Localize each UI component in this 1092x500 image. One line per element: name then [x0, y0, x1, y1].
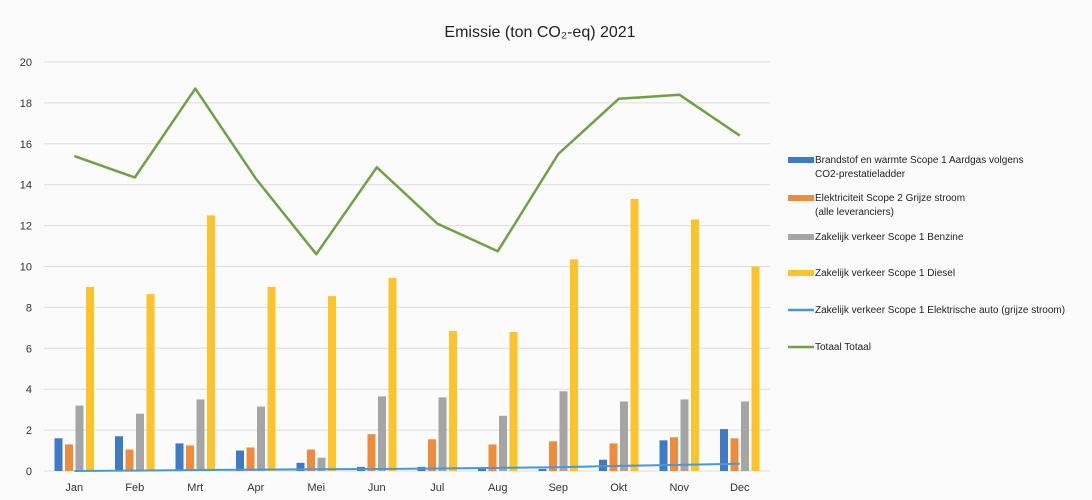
series-line [74, 462, 740, 472]
x-tick-label: Nov [669, 482, 689, 494]
bar [136, 413, 144, 471]
x-tick-label: Mrt [187, 482, 203, 494]
bar [559, 391, 568, 471]
bar [146, 294, 155, 471]
legend-item: Zakelijk verkeer Scope 1 Benzine [788, 232, 964, 243]
y-tick-label: 14 [20, 180, 32, 192]
bar [449, 330, 457, 471]
bar [378, 396, 386, 471]
bar [296, 462, 305, 471]
bar [115, 436, 123, 471]
series-line [73, 87, 741, 256]
legend-swatch [788, 157, 814, 163]
bar [478, 468, 486, 471]
bar [659, 440, 668, 471]
bar [307, 449, 315, 471]
bar [741, 401, 749, 471]
legend-label: Totaal Totaal [815, 342, 871, 353]
legend-swatch [788, 195, 814, 201]
bar [367, 434, 376, 471]
x-tick-label: Sep [548, 482, 568, 494]
bar [54, 438, 63, 471]
bar-series-group [54, 199, 760, 471]
legend-item: Zakelijk verkeer Scope 1 Diesel [788, 268, 955, 279]
y-tick-label: 8 [26, 302, 32, 314]
legend-item: Brandstof en warmte Scope 1 Aardgas volg… [788, 155, 1023, 180]
x-tick-label: Okt [610, 482, 627, 494]
legend-label: CO2-prestatieladder [815, 169, 906, 180]
bar [86, 286, 94, 471]
x-tick-label: Jun [368, 482, 386, 494]
bar [570, 259, 578, 471]
y-tick-label: 16 [20, 139, 32, 151]
bar [620, 401, 628, 471]
y-tick-label: 12 [20, 221, 32, 233]
bar [751, 266, 760, 471]
bar [246, 447, 255, 471]
bar [317, 457, 326, 471]
bar [680, 399, 689, 471]
bar [730, 438, 739, 471]
bar [328, 296, 336, 471]
y-tick-label: 20 [20, 57, 32, 69]
gridlines [44, 61, 770, 472]
bar [630, 199, 639, 471]
bar [428, 439, 436, 471]
bar [438, 397, 447, 471]
x-tick-label: Feb [125, 482, 144, 494]
chart-title: Emissie (ton CO₂-eq) 2021 [444, 24, 635, 41]
y-tick-label: 0 [26, 466, 32, 478]
x-tick-label: Dec [730, 482, 750, 494]
legend-swatch [788, 270, 814, 276]
legend-item: Elektriciteit Scope 2 Grijze stroom (alle… [788, 193, 965, 218]
bar [509, 331, 518, 471]
legend-label: Zakelijk verkeer Scope 1 Diesel [815, 268, 955, 279]
x-tick-label: Jul [430, 482, 444, 494]
y-tick-label: 18 [20, 98, 32, 110]
legend-item: Totaal Totaal [788, 342, 871, 353]
bar [236, 450, 244, 471]
y-tick-label: 10 [20, 262, 32, 274]
bar [720, 429, 728, 471]
bar [670, 437, 678, 471]
bar [75, 405, 84, 471]
bar [388, 277, 397, 471]
line-series-group [73, 87, 741, 472]
x-tick-label: Mei [307, 482, 325, 494]
y-tick-label: 4 [26, 384, 32, 396]
legend-item: Zakelijk verkeer Scope 1 Elektrische aut… [788, 305, 1065, 316]
bar [267, 286, 276, 471]
x-tick-label: Jan [65, 482, 83, 494]
x-axis-ticks: Jan Feb Mrt Apr Mei Jun Jul Aug Sep Okt Nov Dec [65, 482, 750, 494]
legend-label: Brandstof en warmte Scope 1 Aardgas volg… [815, 155, 1023, 166]
bar [691, 219, 699, 471]
bar [196, 399, 205, 471]
x-tick-label: Apr [247, 482, 264, 494]
legend-swatch [788, 234, 814, 240]
legend-label: (alle leveranciers) [815, 207, 894, 218]
bar [549, 441, 557, 471]
bar [609, 443, 618, 471]
legend-label: Elektriciteit Scope 2 Grijze stroom [815, 193, 965, 204]
y-tick-label: 2 [26, 425, 32, 437]
y-axis-ticks: 0 2 4 6 8 10 12 14 16 18 20 [20, 57, 32, 478]
y-tick-label: 6 [26, 343, 32, 355]
bar [175, 443, 184, 471]
legend-label: Zakelijk verkeer Scope 1 Benzine [815, 232, 964, 243]
legend: Brandstof en warmte Scope 1 Aardgas volg… [788, 155, 1065, 353]
x-tick-label: Aug [488, 482, 508, 494]
bar [488, 444, 497, 471]
bar [125, 449, 134, 471]
bar [538, 468, 547, 471]
bar [257, 406, 265, 471]
bar [65, 444, 73, 471]
bar [186, 445, 194, 471]
bar [499, 415, 507, 471]
bar [207, 215, 215, 471]
legend-label: Zakelijk verkeer Scope 1 Elektrische aut… [815, 305, 1065, 316]
